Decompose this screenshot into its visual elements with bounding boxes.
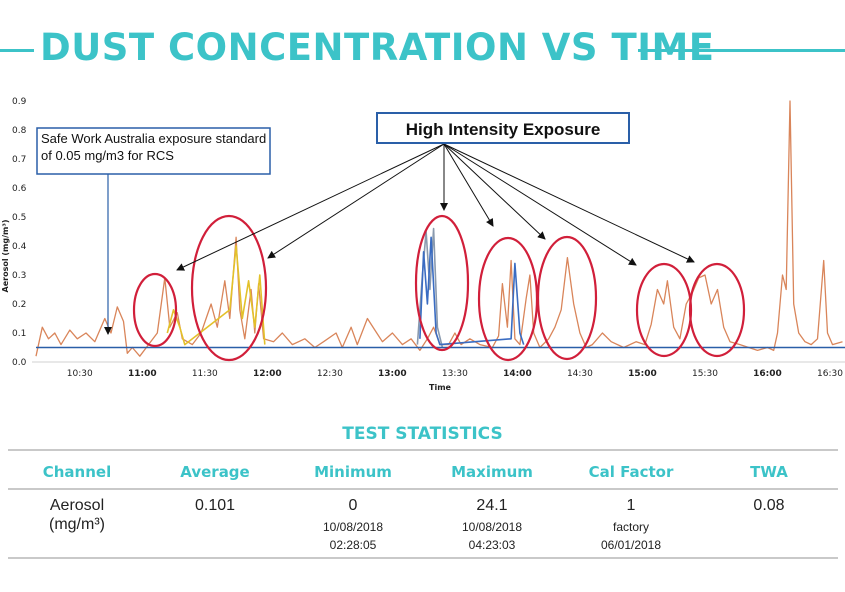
y-tick-label: 0.6 (12, 184, 27, 194)
stats-rule-top (8, 449, 838, 451)
stats-rule-bottom (8, 557, 838, 559)
exposure-ellipses (132, 214, 746, 362)
exposure-arrow (443, 143, 695, 263)
stats-rule-mid (8, 488, 838, 490)
x-axis-label: Time (429, 383, 452, 392)
exposure-ellipse (414, 214, 470, 352)
title-rule-right (638, 49, 845, 52)
series-lines (35, 100, 843, 357)
cell-channel: Aerosol (49, 497, 105, 514)
x-tick-label: 12:00 (253, 369, 282, 379)
exposure-ellipse (635, 262, 693, 358)
exposure-label-box (376, 112, 630, 144)
exposure-ellipse (688, 262, 746, 358)
cell-cal-factor-date: 06/01/2018 (600, 538, 662, 552)
cell-cal-factor-source: factory (612, 520, 649, 534)
series-line-2 (166, 245, 266, 346)
y-tick-label: 0.7 (12, 155, 26, 165)
x-tick-label: 12:30 (317, 369, 343, 379)
exposure-ellipse (536, 235, 598, 361)
header-cal-factor: Cal Factor (588, 463, 674, 481)
x-tick-label: 16:30 (817, 369, 843, 379)
x-tick-label: 15:00 (628, 369, 657, 379)
x-tick-label: 11:00 (128, 369, 157, 379)
header-average: Average (180, 463, 250, 481)
dust-chart: 0.9 0.8 0.7 0.6 0.5 0.4 0.3 0.2 0.1 0.0 Aerosol (… (1, 97, 845, 392)
series-line-1 (35, 100, 843, 357)
x-tick-label: 13:00 (378, 369, 407, 379)
y-tick-label: 0.2 (12, 300, 26, 310)
y-tick-label: 0.8 (12, 126, 27, 136)
y-axis-ticks: 0.9 0.8 0.7 0.6 0.5 0.4 0.3 0.2 0.1 0.0 (12, 97, 27, 368)
exposure-arrow (176, 143, 445, 271)
cell-channel-unit: (mg/m³) (49, 516, 105, 533)
y-tick-label: 0.9 (12, 97, 27, 107)
cell-cal-factor: 1 (626, 497, 636, 514)
exposure-arrow (443, 143, 546, 240)
y-tick-label: 0.4 (12, 242, 27, 252)
title-rule-left (0, 49, 34, 52)
x-tick-label: 14:00 (503, 369, 532, 379)
y-tick-label: 0.5 (12, 213, 26, 223)
exposure-ellipse (477, 236, 539, 362)
x-tick-label: 11:30 (192, 369, 218, 379)
cell-maximum: 24.1 (476, 497, 508, 514)
x-tick-label: 16:00 (753, 369, 782, 379)
cell-minimum-date: 10/08/2018 (322, 520, 384, 534)
header-minimum: Minimum (314, 463, 392, 481)
exposure-arrow (267, 143, 445, 259)
cell-minimum: 0 (348, 497, 358, 514)
y-tick-label: 0.1 (12, 329, 26, 339)
y-tick-label: 0.0 (12, 358, 27, 368)
x-tick-label: 14:30 (567, 369, 593, 379)
header-maximum: Maximum (451, 463, 533, 481)
cell-maximum-date: 10/08/2018 (461, 520, 523, 534)
x-tick-label: 15:30 (692, 369, 718, 379)
x-tick-label: 13:30 (442, 369, 468, 379)
exposure-arrow (443, 143, 637, 266)
page-title: DUST CONCENTRATION VS TIME (40, 26, 715, 69)
header-channel: Channel (42, 463, 112, 481)
y-tick-label: 0.3 (12, 271, 26, 281)
cell-minimum-time: 02:28:05 (329, 538, 377, 552)
x-axis-ticks: 10:30 11:00 11:30 12:00 12:30 13:00 13:30 14:00… (67, 369, 843, 379)
stats-title: TEST STATISTICS (342, 424, 503, 444)
series-line-4 (419, 236, 525, 346)
header-twa: TWA (750, 463, 788, 481)
threshold-callout-text: Safe Work Australia exposure standard of… (41, 131, 267, 163)
exposure-arrow (443, 143, 494, 227)
cell-average: 0.101 (194, 497, 236, 514)
x-tick-label: 10:30 (67, 369, 93, 379)
y-axis-label: Aerosol (mg/m³) (1, 220, 10, 293)
exposure-ellipse (190, 214, 268, 362)
exposure-arrows (176, 143, 695, 271)
cell-maximum-time: 04:23:03 (468, 538, 516, 552)
exposure-ellipse (132, 272, 178, 348)
threshold-callout-box (36, 127, 271, 175)
exposure-label: High Intensity Exposure (406, 120, 601, 139)
cell-twa: 0.08 (753, 497, 785, 514)
